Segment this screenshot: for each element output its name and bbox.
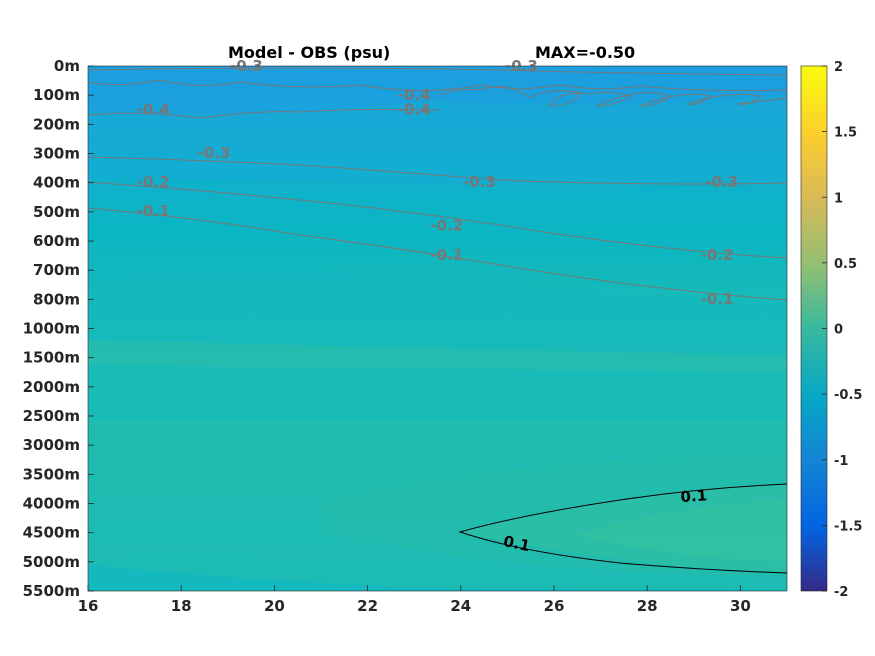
y-axis: 0m 100m 200m 300m 400m 500m 600m 700m 800m 1000m 1… (23, 57, 94, 600)
x-axis: 16 18 20 22 24 26 28 30 (78, 585, 751, 615)
colorbar-tick-label: 1 (834, 191, 843, 206)
x-tick-label: 16 (78, 597, 99, 615)
x-tick-label: 24 (450, 597, 471, 615)
y-tick-label: 200m (33, 115, 80, 133)
positive-band-1500m (88, 340, 787, 372)
contour-label: -0.2 (701, 246, 734, 264)
contour-label: -0.2 (137, 173, 170, 191)
colorbar-tick-label: 2 (834, 60, 843, 75)
colorbar: 2 1.5 1 0.5 0 -0.5 -1 -1.5 -2 (800, 60, 862, 600)
contour-label: -0.1 (701, 290, 734, 308)
y-tick-label: 800m (33, 290, 80, 308)
contour-line (87, 79, 788, 91)
colorbar-tick-label: -1 (834, 454, 848, 469)
x-tick-label: 30 (730, 597, 751, 615)
y-tick-label: 500m (33, 203, 80, 221)
colorbar-tick-label: -1.5 (834, 519, 862, 534)
x-tick-label: 18 (171, 597, 192, 615)
x-tick-label: 26 (544, 597, 565, 615)
contour-label: -0.4 (137, 101, 170, 119)
near-zero-band (88, 250, 787, 420)
colorbar-tick-label: 1.5 (834, 126, 857, 141)
colorbar-ticks: 2 1.5 1 0.5 0 -0.5 -1 -1.5 -2 (822, 60, 862, 600)
y-tick-label: 2000m (23, 378, 80, 396)
y-tick-label: 600m (33, 232, 80, 250)
positive-contour-0.1 (458, 483, 788, 574)
colorbar-tick-label: 0.5 (834, 257, 857, 272)
chart-subtitle-max: MAX=-0.50 (535, 43, 635, 62)
contour-label: -0.1 (430, 246, 463, 264)
x-tick-label: 20 (264, 597, 285, 615)
y-tick-label: 4000m (23, 495, 80, 513)
contour-label: -0.3 (463, 173, 496, 191)
y-tick-label: 4500m (23, 524, 80, 542)
contour-label: -0.2 (430, 217, 463, 235)
contour-line (87, 156, 788, 185)
contour-line (87, 181, 788, 259)
x-tick-label: 22 (357, 597, 378, 615)
contour-label: -0.4 (398, 101, 431, 119)
contour-label: -0.1 (137, 202, 170, 220)
y-tick-label: 1000m (23, 320, 80, 338)
contour-label: -0.4 (398, 86, 431, 104)
plot-area: -0.3 -0.3-0.4-0.4-0.4-0.3-0.2 -0.3 -0.3-0.1… (87, 57, 788, 592)
bottom-band (88, 565, 787, 591)
y-tick-label: 700m (33, 261, 80, 279)
y-tick-label: 3500m (23, 465, 80, 483)
colorbar-tick-label: -2 (834, 585, 848, 600)
positive-region-inner (575, 500, 787, 562)
y-tick-label: 1500m (23, 349, 80, 367)
contour-line (439, 85, 788, 107)
y-tick-label: 2500m (23, 407, 80, 425)
contour-labels: -0.3 -0.3-0.4-0.4-0.4-0.3-0.2 -0.3 -0.3-0.1… (137, 57, 738, 555)
contour-line (87, 207, 788, 301)
contour-label: -0.3 (197, 144, 230, 162)
contour-label: -0.3 (705, 173, 738, 191)
y-tick-label: 5000m (23, 553, 80, 571)
colorbar-tick-label: 0 (834, 323, 843, 338)
y-tick-label: 3000m (23, 436, 80, 454)
contour-label: 0.1 (502, 532, 532, 555)
y-tick-label: 5500m (23, 582, 80, 600)
contour-line (87, 67, 788, 76)
y-tick-label: 300m (33, 145, 80, 163)
colorbar-tick-label: -0.5 (834, 388, 862, 403)
y-tick-label: 100m (33, 86, 80, 104)
negative-band-mid (88, 95, 787, 185)
y-tick-label: 0m (54, 57, 80, 75)
contour-line (87, 108, 441, 119)
y-tick-label: 400m (33, 174, 80, 192)
chart-title: Model - OBS (psu) (228, 43, 390, 62)
negative-contours (87, 67, 788, 301)
contour-label: 0.1 (680, 486, 708, 506)
x-tick-label: 28 (637, 597, 658, 615)
